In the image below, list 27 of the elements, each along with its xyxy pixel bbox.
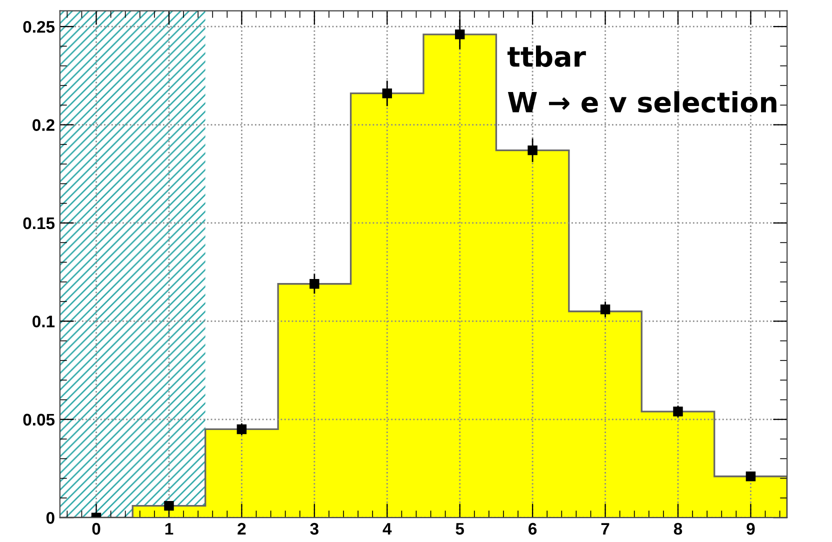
annotation: ttbar — [507, 46, 586, 68]
x-tick-label: 3 — [310, 522, 318, 535]
y-tick-label: 0.25 — [23, 20, 55, 33]
x-tick-label: 5 — [456, 523, 464, 535]
point — [454, 30, 465, 40]
x-tick-label: 2 — [238, 522, 246, 535]
point — [673, 406, 683, 416]
y-tick-label: 0.2 — [32, 119, 54, 131]
y-tick-label: 0.1 — [32, 316, 55, 328]
x-tick-label: 6 — [528, 522, 537, 535]
point — [600, 304, 610, 314]
x-tick-label: 9 — [746, 522, 755, 535]
x-tick-label: 8 — [674, 522, 682, 535]
y-tick-label: 0 — [46, 512, 54, 524]
x-tick-label: 0 — [92, 522, 100, 535]
y-tick-label: 0.15 — [23, 217, 55, 230]
y-tick-label: 0.05 — [23, 414, 55, 426]
point — [746, 472, 756, 482]
x-tick-label: 7 — [601, 523, 610, 535]
x-tick-label: 1 — [165, 523, 174, 535]
point — [164, 500, 174, 511]
annotation: W → e v selection — [508, 91, 776, 113]
point — [310, 279, 320, 289]
point — [382, 88, 392, 98]
point — [236, 424, 247, 434]
x-tick-label: 4 — [382, 523, 392, 535]
point — [528, 145, 538, 156]
